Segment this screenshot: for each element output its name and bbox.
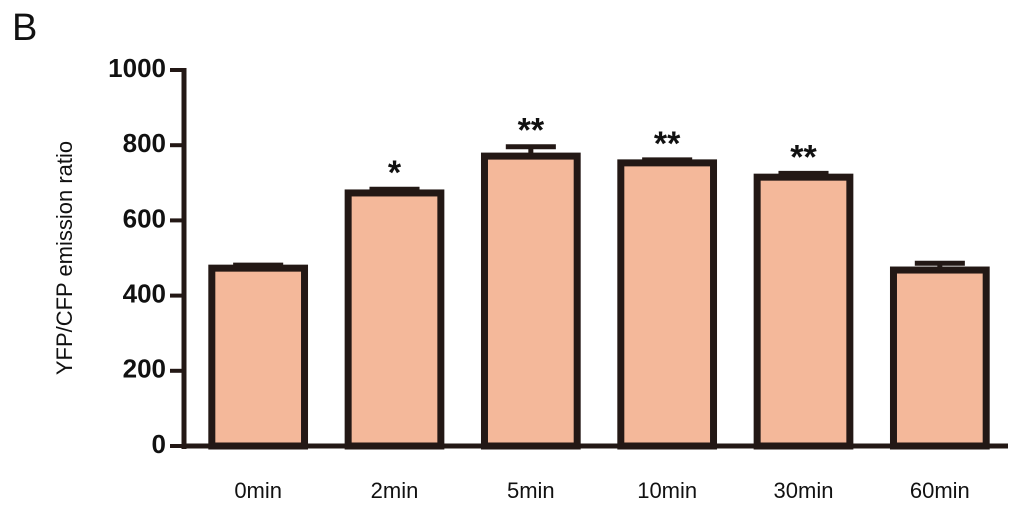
- panel-label: B: [12, 7, 37, 49]
- y-tick-label: 400: [123, 278, 166, 308]
- bar: [480, 152, 581, 450]
- x-tick-label: 10min: [637, 478, 697, 503]
- bar: [889, 266, 990, 450]
- y-tick-label: 1000: [108, 53, 166, 83]
- x-tick-label: 2min: [371, 478, 419, 503]
- bar: [208, 264, 309, 450]
- x-tick-label: 5min: [507, 478, 555, 503]
- bar: [617, 159, 718, 450]
- y-tick-label: 200: [123, 354, 166, 384]
- x-tick-label: 0min: [234, 478, 282, 503]
- x-tick-label: 30min: [774, 478, 834, 503]
- x-tick-label: 60min: [910, 478, 970, 503]
- y-axis-label: YFP/CFP emission ratio: [52, 141, 77, 375]
- y-tick-label: 800: [123, 128, 166, 158]
- significance-label: *: [388, 154, 402, 192]
- bar: [753, 173, 854, 450]
- y-tick-label: 0: [152, 429, 166, 459]
- significance-label: **: [654, 125, 681, 163]
- significance-label: **: [518, 112, 545, 150]
- bar: [344, 189, 445, 450]
- significance-label: **: [790, 138, 817, 176]
- y-tick-label: 600: [123, 203, 166, 233]
